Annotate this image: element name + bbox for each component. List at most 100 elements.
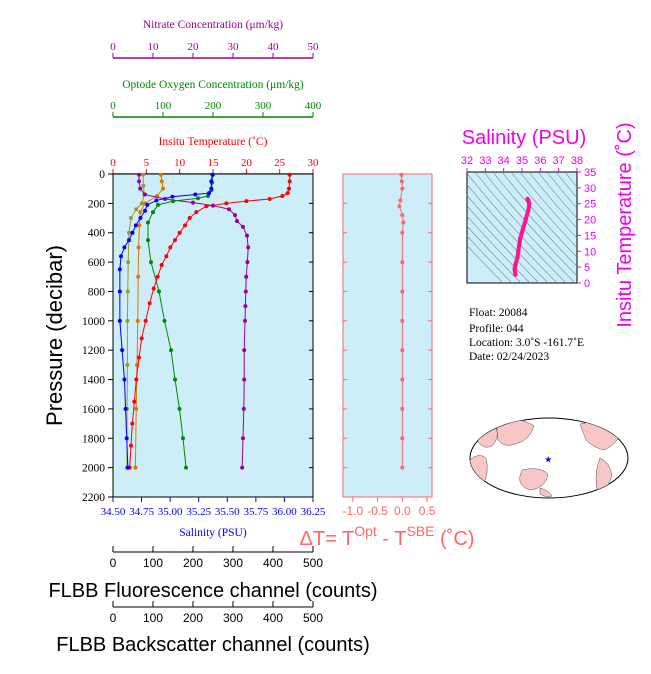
temperature-axis-tick-label: 20 <box>241 157 253 169</box>
nitrate-series-point <box>243 304 248 309</box>
delta-title-part: ΔT= T <box>300 528 355 550</box>
salinity-series-point <box>123 406 128 411</box>
map-landmass <box>519 468 549 491</box>
ts-ylabel: Insitu Temperature (˚C) <box>614 122 636 327</box>
ts-point <box>513 272 518 277</box>
delta-axis-title: ΔT= TOpt - TSBE (˚C) <box>300 523 475 550</box>
salinity-axis-title: Salinity (PSU) <box>179 527 247 539</box>
delta-point <box>397 204 402 209</box>
temperature-series-point <box>159 263 164 268</box>
oxygen-axis-tick-label: 200 <box>205 100 222 112</box>
ts-point <box>517 242 522 248</box>
fluorescence-series-point <box>159 172 163 177</box>
salinity-axis: 34.50 34.75 35.00 35.25 35.50 35.75 36.00 36.25… <box>101 497 326 539</box>
ts-point <box>517 236 523 241</box>
ts-salinity-tick-label: 34 <box>498 155 510 167</box>
backscatter-series-point <box>134 207 139 212</box>
pressure-tick-label: 200 <box>88 198 106 210</box>
backscatter-series-point <box>127 230 131 235</box>
backscatter-axis-title: FLBB Backscatter channel (counts) <box>56 634 369 656</box>
backscatter-axis-tick-label: 500 <box>303 611 323 625</box>
nitrate-series-point <box>138 186 143 191</box>
salinity-series-point <box>125 465 130 470</box>
fluorescence-axis-title: FLBB Fluorescence channel (counts) <box>48 580 377 602</box>
salinity-series-point <box>145 202 150 207</box>
oxygen-series-point <box>177 406 182 411</box>
salinity-tick-label: 36.00 <box>272 506 297 518</box>
ts-isopycnal <box>467 205 540 283</box>
nitrate-series-point <box>244 274 249 279</box>
nitrate-series-point <box>227 207 231 212</box>
fluorescence-axis-tick-label: 400 <box>263 556 283 570</box>
ts-isopycnal <box>474 172 576 283</box>
fluorescence-axis-tick-label: 0 <box>110 556 117 570</box>
salinity-series <box>117 172 215 470</box>
temperature-series-point <box>287 186 291 191</box>
nitrate-series-point <box>137 172 141 177</box>
salinity-series-point <box>124 436 129 441</box>
temperature-series-point <box>130 421 135 426</box>
delta-point <box>400 213 405 218</box>
temperature-axis-tick-label: 25 <box>274 157 286 169</box>
ts-salinity-tick-label: 35 <box>516 155 528 167</box>
temperature-series-point <box>139 336 144 341</box>
temperature-series-point <box>285 191 290 196</box>
delta-point <box>400 406 405 411</box>
fluorescence-series-point <box>135 318 140 323</box>
salinity-series-point <box>209 179 214 184</box>
salinity-series-point <box>130 230 135 235</box>
oxygen-series-point <box>146 220 150 225</box>
delta-point <box>401 220 406 225</box>
backscatter-series-point <box>141 183 146 188</box>
nitrate-series-point <box>191 200 195 205</box>
temperature-series-point <box>173 238 177 243</box>
salinity-tick-label: 35.50 <box>215 506 240 518</box>
delta-tick-label: 0.0 <box>394 504 411 518</box>
nitrate-series-point <box>241 406 246 411</box>
nitrate-axis-tick-label: 40 <box>268 41 280 53</box>
delta-point <box>400 436 405 441</box>
backscatter-axis: 0 100 200 300 400 500 FLBB Backscatter channel… <box>56 601 370 656</box>
ts-temperature-tick-label: 35 <box>584 167 596 179</box>
salinity-series-point <box>117 289 122 294</box>
delta-plot-area <box>342 173 433 498</box>
ts-temperature-tick-label: 10 <box>584 246 596 258</box>
fluorescence-series-point <box>134 406 139 411</box>
temperature-series-point <box>134 377 139 382</box>
ts-temperature-tick-label: 30 <box>584 183 596 195</box>
nitrate-series-point <box>241 224 245 229</box>
temperature-series-point <box>287 179 292 184</box>
oxygen-series-point <box>169 348 173 353</box>
oxygen-series-point <box>151 210 155 215</box>
oxygen-series-point <box>173 377 177 382</box>
nitrate-series-point <box>240 465 245 470</box>
temperature-series-point <box>183 223 187 228</box>
ts-title: Salinity (PSU) <box>462 127 586 149</box>
ts-isopycnal <box>555 172 577 199</box>
backscatter-series-point <box>139 201 144 206</box>
salinity-series-point <box>117 318 122 323</box>
ts-isopycnal <box>537 172 577 219</box>
oxygen-series-point <box>162 318 167 323</box>
nitrate-series <box>137 172 251 470</box>
pressure-tick-label: 1200 <box>82 345 105 357</box>
ts-isopycnal <box>467 235 513 283</box>
map-landmass <box>539 487 553 497</box>
salinity-tick-label: 34.75 <box>129 506 154 518</box>
nitrate-series-point <box>241 436 245 441</box>
temperature-series-line <box>129 174 291 468</box>
backscatter-series-point <box>126 260 131 265</box>
ts-temperature-tick-label: 5 <box>584 262 590 274</box>
oxygen-series-point <box>156 202 160 207</box>
ts-salinity-tick-label: 32 <box>461 155 473 167</box>
delta-title-part: (˚C) <box>434 528 474 550</box>
nitrate-series-point <box>245 260 250 265</box>
temperature-series-point <box>168 245 173 250</box>
info-location: Location: 3.0˚S -161.7˚E <box>469 337 584 349</box>
nitrate-series-point <box>233 213 237 218</box>
ts-isopycnal <box>492 172 577 268</box>
pressure-tick-label: 1600 <box>82 404 105 416</box>
nitrate-series-point <box>243 289 248 294</box>
fluorescence-series-point <box>138 210 143 215</box>
